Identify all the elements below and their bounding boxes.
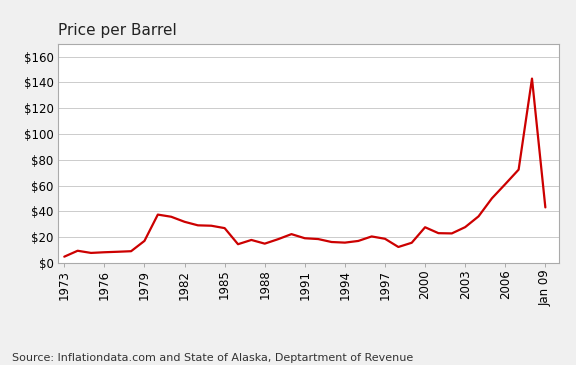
Text: Source: Inflationdata.com and State of Alaska, Deptartment of Revenue: Source: Inflationdata.com and State of A…: [12, 353, 413, 363]
Text: Price per Barrel: Price per Barrel: [58, 23, 176, 38]
